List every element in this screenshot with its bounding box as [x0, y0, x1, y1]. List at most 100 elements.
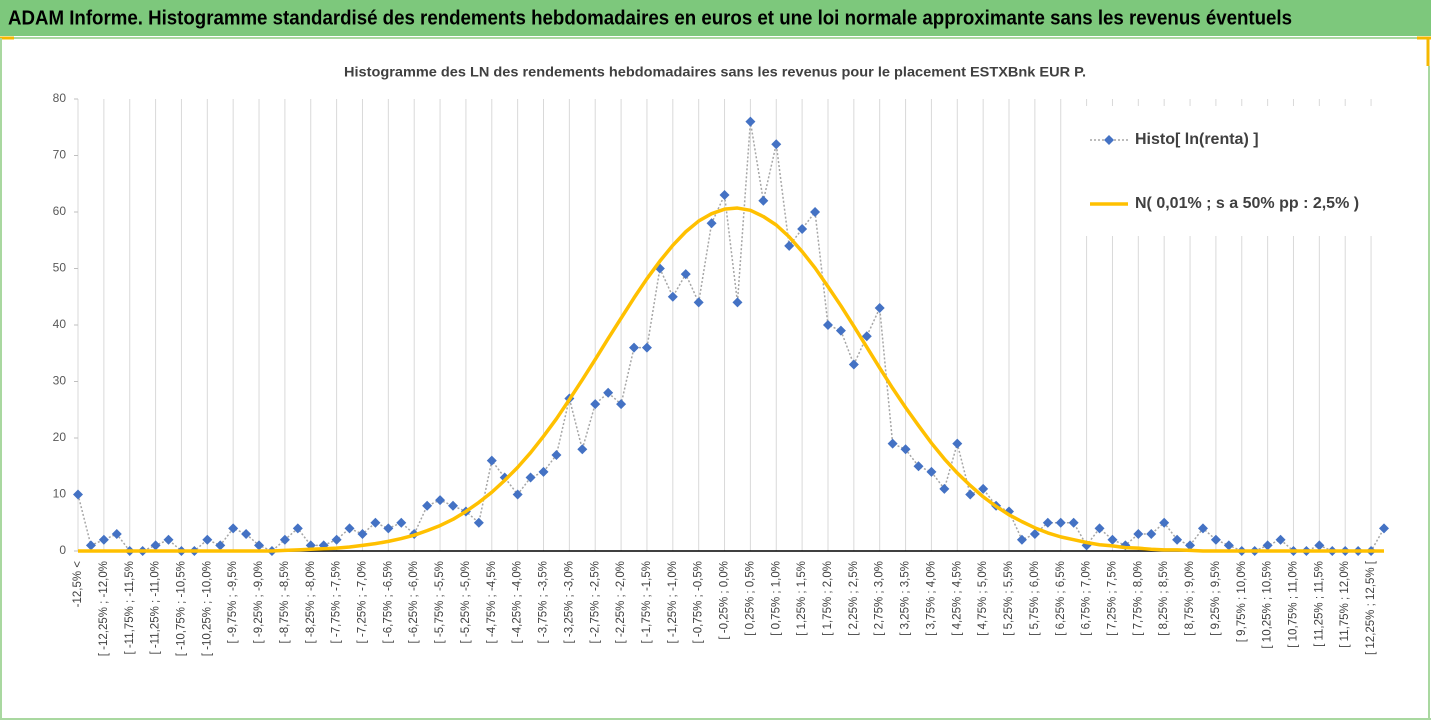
marker — [1055, 517, 1066, 528]
marker — [952, 438, 963, 449]
x-tick-label: [ -10,25% ; -10,0% — [201, 561, 213, 656]
x-tick-label: [ 0,25% ; 0,5% — [744, 561, 756, 636]
marker — [848, 359, 859, 370]
y-tick-label: 80 — [53, 91, 67, 105]
marker — [771, 139, 782, 150]
marker — [900, 444, 911, 455]
x-tick-label: [ -9,25% ; -9,0% — [253, 561, 265, 643]
x-tick-label: [ 1,25% ; 1,5% — [796, 561, 808, 636]
x-tick-label: [ -4,25% ; -4,0% — [512, 561, 524, 643]
x-tick-label: [ -3,25% ; -3,0% — [563, 561, 575, 643]
marker — [422, 500, 433, 511]
x-tick-label: [ 8,75% ; 9,0% — [1184, 561, 1196, 636]
x-tick-label: [ 9,25% ; 9,5% — [1210, 561, 1222, 636]
x-tick-label: [ 7,25% ; 7,5% — [1106, 561, 1118, 636]
marker — [913, 461, 924, 472]
marker — [163, 534, 174, 545]
x-tick-label: [ 2,25% ; 2,5% — [848, 561, 860, 636]
x-tick-label: [ -2,25% ; -2,0% — [615, 561, 627, 643]
marker — [1379, 523, 1389, 534]
marker — [629, 342, 640, 353]
marker — [616, 399, 627, 410]
x-tick-label: [ -5,25% ; -5,0% — [460, 561, 472, 643]
x-tick-label: [ -6,75% ; -6,5% — [382, 561, 394, 643]
x-tick-label: [ -12,25% ; -12,0% — [98, 561, 110, 656]
x-tick-label: [ 12,25% ; 12,5% [ — [1365, 560, 1377, 655]
marker — [357, 529, 368, 540]
x-tick-label: [ -9,75% ; -9,5% — [227, 561, 239, 643]
marker — [693, 297, 704, 308]
marker — [85, 540, 96, 551]
marker — [745, 116, 756, 127]
marker — [965, 489, 976, 500]
x-tick-label: [ 11,25% ; 11,5% — [1313, 561, 1325, 647]
marker — [383, 523, 394, 534]
marker — [1223, 540, 1234, 551]
marker — [667, 291, 678, 302]
marker — [887, 438, 898, 449]
series-line — [78, 206, 1384, 553]
legend — [1062, 106, 1382, 236]
x-tick-label: [ 9,75% ; 10,0% — [1236, 561, 1248, 642]
x-tick-label: [ -7,25% ; -7,0% — [357, 561, 369, 643]
x-tick-label: [ 6,75% ; 7,0% — [1081, 561, 1093, 636]
x-tick-label: [ 1,75% ; 2,0% — [822, 561, 834, 636]
x-tick-label: [ -5,75% ; -5,5% — [434, 561, 446, 643]
marker — [447, 500, 458, 511]
x-tick-label: [ -1,25% ; -1,0% — [667, 561, 679, 643]
marker — [1068, 517, 1079, 528]
marker — [797, 223, 808, 234]
x-tick-label: [ -6,25% ; -6,0% — [408, 561, 420, 643]
marker — [1275, 534, 1286, 545]
y-tick-label: 30 — [53, 374, 67, 388]
x-tick-label: [ 4,75% ; 5,0% — [977, 561, 989, 636]
marker — [150, 540, 161, 551]
y-tick-label: 40 — [53, 317, 67, 331]
marker — [396, 517, 407, 528]
y-tick-label: 70 — [53, 148, 67, 162]
legend-label: N( 0,01% ; s a 50% pp : 2,5% ) — [1135, 195, 1359, 212]
legend-label: Histo[ ln(renta) ] — [1135, 131, 1259, 148]
marker — [874, 303, 885, 314]
page-title: ADAM Informe. Histogramme standardisé de… — [8, 7, 1292, 29]
marker — [577, 444, 588, 455]
marker — [202, 534, 213, 545]
marker — [370, 517, 381, 528]
x-tick-label: [ 10,25% ; 10,5% — [1262, 561, 1274, 649]
marker — [1159, 517, 1170, 528]
marker — [98, 534, 109, 545]
x-tick-label: [ 10,75% ; 11,0% — [1288, 561, 1300, 648]
marker — [241, 529, 252, 540]
marker — [279, 534, 290, 545]
marker — [1262, 540, 1273, 551]
plot-area: -12,5% < [ -12,25% ; -12,0% [ -11,75% ; -1… — [53, 91, 1389, 656]
marker — [512, 489, 523, 500]
marker — [1146, 529, 1157, 540]
marker — [1185, 540, 1196, 551]
legend-marker — [1104, 135, 1114, 145]
x-tick-label: [ 5,75% ; 6,0% — [1029, 561, 1041, 636]
marker — [525, 472, 536, 483]
marker — [1107, 534, 1118, 545]
marker — [680, 269, 691, 280]
marker — [331, 534, 342, 545]
x-tick-label: [ 7,75% ; 8,0% — [1132, 561, 1144, 636]
marker — [926, 466, 937, 477]
marker — [758, 195, 769, 206]
marker — [822, 320, 833, 330]
y-tick-label: 60 — [53, 204, 67, 218]
marker — [1172, 534, 1183, 545]
marker — [590, 399, 601, 410]
marker — [978, 483, 989, 494]
marker — [810, 207, 821, 217]
marker — [254, 540, 265, 551]
marker — [111, 529, 122, 540]
x-tick-label: [ -4,75% ; -4,5% — [486, 561, 498, 643]
y-tick-label: 50 — [53, 261, 67, 275]
marker — [641, 342, 652, 353]
marker — [1197, 523, 1208, 534]
marker — [473, 517, 484, 528]
x-tick-label: [ 0,75% ; 1,0% — [770, 561, 782, 636]
marker — [1029, 529, 1040, 540]
